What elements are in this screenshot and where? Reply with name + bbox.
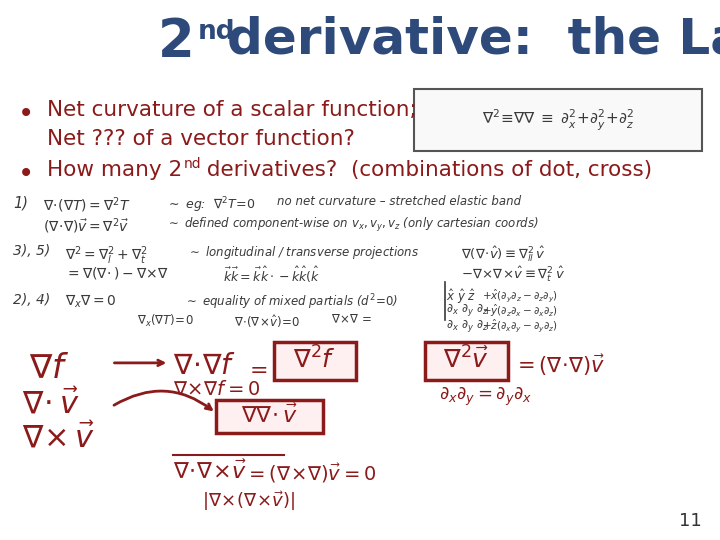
Text: $\sim$ defined component-wise on $v_x, v_y, v_z$ (only cartesian coords): $\sim$ defined component-wise on $v_x, v…: [166, 216, 539, 234]
Text: $\nabla\!\cdot\!\nabla\!\times\!\vec{v}$: $\nabla\!\cdot\!\nabla\!\times\!\vec{v}$: [173, 460, 247, 483]
Text: 1): 1): [13, 195, 28, 211]
Text: Net curvature of a scalar function;: Net curvature of a scalar function;: [47, 100, 417, 120]
Text: $(\nabla\!\cdot\!\nabla)\vec{v} = \nabla^2\vec{v}$: $(\nabla\!\cdot\!\nabla)\vec{v} = \nabla…: [43, 216, 130, 235]
Text: $= (\nabla\!\cdot\!\nabla)\vec{v}$: $= (\nabla\!\cdot\!\nabla)\vec{v}$: [513, 352, 605, 378]
Text: $= (\nabla\!\times\!\nabla)\vec{v} = 0$: $= (\nabla\!\times\!\nabla)\vec{v} = 0$: [245, 462, 376, 485]
Text: Net ??? of a vector function?: Net ??? of a vector function?: [47, 129, 355, 148]
Text: $|\nabla\!\times\!(\nabla\!\times\!\vec{v})|$: $|\nabla\!\times\!(\nabla\!\times\!\vec{…: [202, 489, 294, 512]
Text: $\vec{k}\vec{k} = \vec{k}\hat{k}\cdot - \hat{k}\hat{k}(\hat{k}$: $\vec{k}\vec{k} = \vec{k}\hat{k}\cdot - …: [223, 265, 320, 285]
Text: $\nabla^2 = \nabla_l^2 + \nabla_t^2$: $\nabla^2 = \nabla_l^2 + \nabla_t^2$: [65, 244, 148, 267]
Text: $\nabla\!\times\vec{v}$: $\nabla\!\times\vec{v}$: [22, 421, 95, 452]
Text: $\sim$ eg:  $\nabla^2 T\!=\!0$: $\sim$ eg: $\nabla^2 T\!=\!0$: [166, 195, 255, 215]
Text: $\nabla\!\times\!\nabla f = 0$: $\nabla\!\times\!\nabla f = 0$: [173, 380, 261, 399]
Text: no net curvature – stretched elastic band: no net curvature – stretched elastic ban…: [277, 195, 521, 208]
Text: $\partial_x\ \partial_y\ \partial_z$: $\partial_x\ \partial_y\ \partial_z$: [446, 318, 490, 334]
Text: nd: nd: [198, 19, 235, 45]
Text: 2), 4): 2), 4): [13, 293, 50, 307]
Bar: [216, 400, 323, 433]
Text: 11: 11: [679, 512, 702, 530]
Text: $+\hat{z}(\partial_x\partial_y - \partial_y\partial_z)$: $+\hat{z}(\partial_x\partial_y - \partia…: [482, 318, 558, 334]
Text: $=$: $=$: [245, 359, 267, 379]
Bar: [414, 89, 702, 151]
Text: $\nabla\!\cdot\!(\nabla T) = \nabla^2 T$: $\nabla\!\cdot\!(\nabla T) = \nabla^2 T$: [43, 195, 131, 215]
Text: $\nabla_x(\nabla T)\!=\!0$: $\nabla_x(\nabla T)\!=\!0$: [137, 313, 194, 329]
Text: $\sim$ equality of mixed partials ($d^2\!=\!0$): $\sim$ equality of mixed partials ($d^2\…: [184, 293, 398, 312]
Text: $\nabla_x\nabla = 0$: $\nabla_x\nabla = 0$: [65, 293, 117, 310]
Text: $+\hat{y}(\partial_z\partial_x - \partial_x\partial_z)$: $+\hat{y}(\partial_z\partial_x - \partia…: [482, 302, 559, 319]
Text: $\nabla\!\cdot\!\nabla f$: $\nabla\!\cdot\!\nabla f$: [173, 352, 236, 380]
Text: $\nabla\nabla\!\cdot\vec{v}$: $\nabla\nabla\!\cdot\vec{v}$: [240, 404, 298, 427]
Text: $\hat{x}\ \hat{y}\ \hat{z}$: $\hat{x}\ \hat{y}\ \hat{z}$: [446, 287, 477, 306]
Text: $\sim$ longitudinal / transverse projections: $\sim$ longitudinal / transverse project…: [187, 244, 419, 261]
Text: $\partial_x\partial_y = \partial_y\partial_x$: $\partial_x\partial_y = \partial_y\parti…: [439, 386, 533, 408]
Text: $\nabla^2\vec{v}$: $\nabla^2\vec{v}$: [443, 347, 489, 374]
Text: $\nabla f$: $\nabla f$: [29, 352, 69, 385]
Text: How many 2: How many 2: [47, 160, 182, 180]
Text: nd: nd: [184, 157, 201, 171]
Text: 3), 5): 3), 5): [13, 244, 50, 258]
Text: $\nabla\!\cdot\vec{v}$: $\nabla\!\cdot\vec{v}$: [22, 387, 79, 418]
Text: 2: 2: [158, 16, 194, 68]
Text: $+\hat{x}(\partial_y\partial_z - \partial_z\partial_y)$: $+\hat{x}(\partial_y\partial_z - \partia…: [482, 287, 559, 304]
Bar: [274, 342, 356, 380]
Text: $-\nabla\!\times\!\nabla\!\times\!\hat{v} \equiv \nabla_t^2\,\hat{v}$: $-\nabla\!\times\!\nabla\!\times\!\hat{v…: [461, 265, 565, 284]
Text: $\partial_x\ \partial_y\ \partial_z$: $\partial_x\ \partial_y\ \partial_z$: [446, 302, 490, 319]
Text: $\nabla^2 f$: $\nabla^2 f$: [293, 347, 336, 374]
Text: derivative:  the Laplacian: derivative: the Laplacian: [227, 16, 720, 64]
Text: $\nabla^2 \!\equiv\! \nabla\nabla \;\equiv\; \partial_x^2 \!+\! \partial_y^2 \!+: $\nabla^2 \!\equiv\! \nabla\nabla \;\equ…: [482, 108, 634, 133]
Text: $\nabla\!\cdot\!(\nabla\!\times\!\hat{v})\!=\!0$: $\nabla\!\cdot\!(\nabla\!\times\!\hat{v}…: [234, 313, 300, 330]
Text: $\nabla\!\times\!\nabla\,=$: $\nabla\!\times\!\nabla\,=$: [331, 313, 372, 326]
Text: $= \nabla(\nabla\!\cdot) - \nabla\!\times\!\nabla$: $= \nabla(\nabla\!\cdot) - \nabla\!\time…: [65, 265, 169, 281]
Text: derivatives?  (combinations of dot, cross): derivatives? (combinations of dot, cross…: [200, 160, 652, 180]
Text: $\nabla(\nabla\!\cdot\!\hat{v}) \equiv \nabla_{ll}^2\,\hat{v}$: $\nabla(\nabla\!\cdot\!\hat{v}) \equiv \…: [461, 244, 546, 264]
Bar: [425, 342, 508, 380]
Text: •: •: [18, 160, 35, 188]
Text: •: •: [18, 100, 35, 128]
